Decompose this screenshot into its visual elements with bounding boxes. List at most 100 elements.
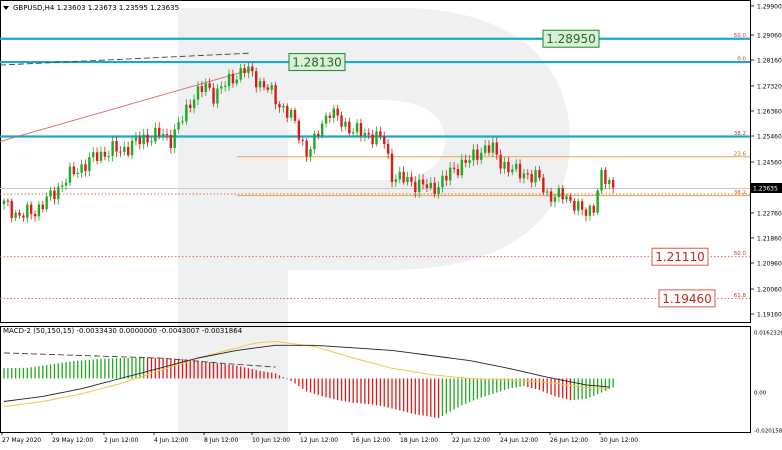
candle-body <box>604 169 607 184</box>
candle-body <box>437 187 440 195</box>
price-tick-label: 1.19160 <box>757 312 782 319</box>
candle-body <box>503 161 506 169</box>
candle-body <box>600 169 603 191</box>
candle-body <box>472 149 475 161</box>
candle-body <box>293 110 297 121</box>
candle-body <box>608 180 611 184</box>
price-tick-label: 1.21860 <box>757 236 782 243</box>
candle-body <box>433 182 436 195</box>
candle-body <box>200 86 204 92</box>
price-tick-label: 1.24560 <box>757 160 782 167</box>
candle-body <box>177 122 180 130</box>
time-tick-label: 24 Jun 12:00 <box>500 437 538 444</box>
red-fib-top-500-label: 50.0 <box>734 33 747 39</box>
orange-fib-382-label: 38.2 <box>734 190 746 196</box>
target-box-121110: 1.21110 <box>651 247 709 266</box>
price-chart-title: GBPUSD,H4 1.23603 1.23673 1.23595 1.2363… <box>13 4 179 12</box>
candle-body <box>449 167 452 181</box>
target-box-128950-text: 1.28950 <box>546 32 596 46</box>
candle-body <box>507 161 510 173</box>
candle-body <box>588 205 592 216</box>
macd-tick-label: 0.00 <box>754 391 767 397</box>
candle-body <box>270 85 273 90</box>
candle-body <box>53 190 56 200</box>
candle-body <box>460 159 464 176</box>
candle-body <box>480 152 483 160</box>
candle-body <box>223 85 227 87</box>
time-tick-label: 16 Jun 12:00 <box>352 437 390 444</box>
candle-body <box>88 157 91 171</box>
dropdown-icon[interactable] <box>3 6 9 10</box>
candle-body <box>573 200 576 211</box>
candle-body <box>216 88 219 104</box>
macd-tick-label: -0.0201580 <box>754 429 782 435</box>
candle-body <box>332 108 335 118</box>
candle-body <box>429 182 432 188</box>
candle-body <box>41 204 44 210</box>
candle-body <box>64 182 68 186</box>
candle-body <box>169 134 173 149</box>
red-fib-618-label: 61.8 <box>734 293 747 299</box>
macd-title: MACD-2 (50,150,15) -0.0033430 0.0000000 … <box>3 327 243 335</box>
candle-body <box>161 134 165 136</box>
candle-body <box>577 201 580 211</box>
candle-body <box>309 149 312 157</box>
time-tick-label: 26 Jun 12:00 <box>550 437 588 444</box>
candle-body <box>553 197 557 202</box>
red-fib-500-label: 50.0 <box>734 251 747 257</box>
candle-body <box>158 127 161 136</box>
time-tick-label: 12 Jun 12:00 <box>300 437 338 444</box>
candle-body <box>452 167 456 170</box>
price-tick-label: 1.25460 <box>757 134 782 141</box>
candle-body <box>2 200 6 204</box>
time-tick-label: 22 Jun 12:00 <box>452 437 490 444</box>
candle-body <box>227 73 231 86</box>
candle-body <box>425 184 429 188</box>
candle-body <box>542 177 545 193</box>
candle-body <box>297 120 301 140</box>
price-tick-label: 1.20060 <box>757 287 782 294</box>
candle-body <box>72 166 76 175</box>
time-tick-label: 30 Jun 12:00 <box>600 437 638 444</box>
price-tick-label: 1.29900 <box>757 4 782 11</box>
candle-body <box>220 86 223 89</box>
candle-body <box>611 180 615 188</box>
target-box-119460: 1.19460 <box>658 289 716 308</box>
candle-body <box>344 121 347 127</box>
candle-body <box>565 196 568 200</box>
watermark-logo <box>178 8 570 440</box>
candle-body <box>468 160 471 163</box>
red-fib-00-label: 0.0 <box>737 57 746 63</box>
price-tick-label: 1.22760 <box>757 211 782 218</box>
candle-body <box>235 79 238 84</box>
candle-body <box>262 81 266 88</box>
grid <box>0 0 751 433</box>
candle-body <box>181 121 184 123</box>
candle-body <box>84 164 87 171</box>
candle-body <box>165 134 169 136</box>
candle-body <box>317 133 320 136</box>
headers: GBPUSD,H4 1.23603 1.23673 1.23595 1.2363… <box>3 4 243 335</box>
candle-body <box>150 141 153 143</box>
candle-body <box>123 146 126 152</box>
candle-body <box>371 134 374 145</box>
candle-body <box>592 205 595 213</box>
candle-body <box>546 191 549 193</box>
candle-body <box>154 127 157 142</box>
candle-body <box>10 200 13 218</box>
candle-body <box>49 190 52 197</box>
candle-body <box>255 71 258 88</box>
candle-body <box>189 104 192 108</box>
target-box-128950: 1.28950 <box>542 29 600 48</box>
price-tick-label: 1.29060 <box>757 33 782 40</box>
candle-body <box>483 145 487 153</box>
candle-body <box>522 173 526 179</box>
candle-body <box>511 169 514 173</box>
candle-body <box>231 73 235 84</box>
candle-body <box>258 81 262 88</box>
target-box-128130-frame <box>288 53 346 72</box>
target-box-128950-frame <box>542 29 600 48</box>
candle-body <box>204 83 207 92</box>
candle-body <box>367 132 370 135</box>
candle-body <box>441 175 444 188</box>
